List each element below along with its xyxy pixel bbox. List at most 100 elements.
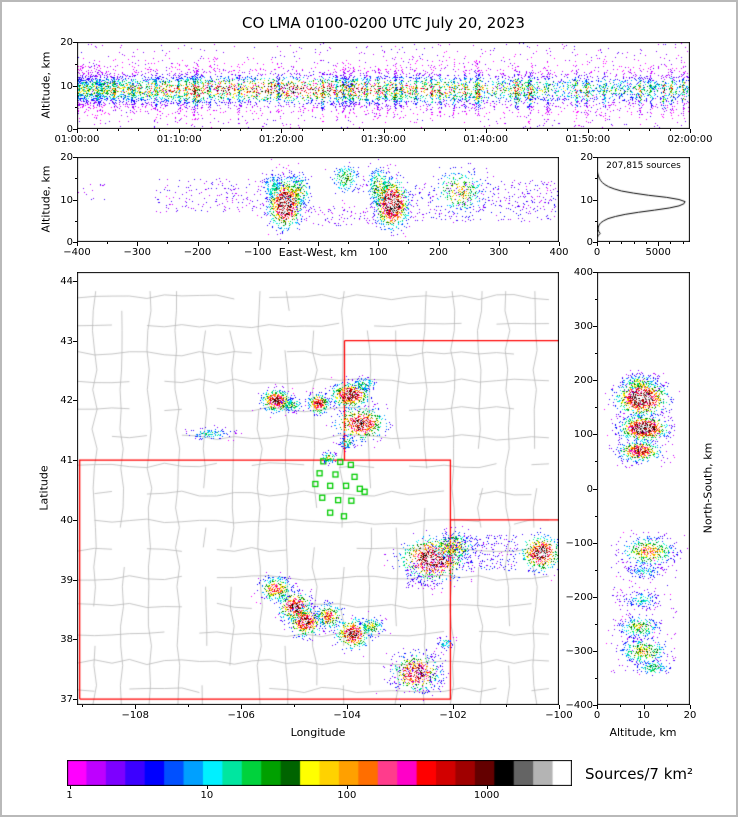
tick-mark bbox=[346, 786, 348, 789]
tick-mark bbox=[498, 242, 500, 246]
tick-mark bbox=[593, 542, 597, 544]
tick-mark bbox=[281, 129, 283, 133]
tick-mark bbox=[75, 107, 77, 109]
tick-mark bbox=[595, 515, 597, 517]
tick-mark bbox=[593, 434, 597, 436]
tick-label: −100 bbox=[545, 710, 573, 721]
north-south-cross-section-panel bbox=[597, 272, 690, 705]
tick-mark bbox=[117, 129, 119, 131]
tick-mark bbox=[73, 639, 77, 641]
tick-label: 02:00:00 bbox=[667, 134, 713, 145]
tick-mark bbox=[595, 299, 597, 301]
tick-mark bbox=[73, 519, 77, 521]
tick-mark bbox=[240, 129, 242, 131]
tick-mark bbox=[424, 129, 426, 131]
tick-label: 300 bbox=[573, 321, 593, 333]
tick-mark bbox=[438, 242, 440, 246]
tick-label: 1000 bbox=[473, 790, 500, 801]
tick-mark bbox=[595, 461, 597, 463]
tick-label: −200 bbox=[565, 591, 593, 603]
tick-mark bbox=[567, 129, 569, 131]
tick-mark bbox=[378, 242, 380, 246]
tick-mark bbox=[546, 129, 548, 131]
tick-label: 20 bbox=[580, 152, 593, 163]
tick-mark bbox=[608, 129, 610, 131]
tick-mark bbox=[597, 242, 598, 246]
tick-mark bbox=[593, 596, 597, 598]
tick-mark bbox=[158, 129, 160, 131]
tick-mark bbox=[73, 199, 77, 201]
tick-mark bbox=[73, 129, 77, 130]
tick-mark bbox=[593, 650, 597, 652]
tick-label: 0 bbox=[66, 237, 73, 248]
tick-mark bbox=[593, 488, 597, 490]
colorbar-label: Sources/7 km² bbox=[585, 765, 694, 783]
tick-label: 39 bbox=[60, 574, 73, 586]
tick-mark bbox=[593, 705, 597, 706]
tick-mark bbox=[593, 242, 597, 243]
tick-label: −106 bbox=[227, 710, 255, 721]
tick-mark bbox=[595, 353, 597, 355]
tick-label: −100 bbox=[244, 247, 272, 258]
tick-mark bbox=[468, 242, 470, 244]
tick-label: 42 bbox=[60, 395, 73, 407]
tick-mark bbox=[595, 178, 597, 180]
tick-mark bbox=[670, 242, 672, 244]
tick-mark bbox=[73, 340, 77, 342]
tick-label: 37 bbox=[60, 694, 73, 706]
tick-mark bbox=[73, 280, 77, 282]
tick-mark bbox=[485, 129, 487, 133]
tick-label: 01:10:00 bbox=[156, 134, 202, 145]
tick-mark bbox=[690, 705, 691, 709]
tick-mark bbox=[241, 705, 243, 709]
tick-mark bbox=[587, 129, 589, 133]
tick-mark bbox=[73, 242, 77, 243]
tick-label: −200 bbox=[183, 247, 212, 258]
tick-mark bbox=[138, 129, 140, 131]
tick-label: 38 bbox=[60, 634, 73, 646]
tick-label: 100 bbox=[573, 429, 593, 441]
tick-label: 200 bbox=[573, 375, 593, 387]
tick-label: 01:20:00 bbox=[258, 134, 304, 145]
tick-mark bbox=[595, 569, 597, 571]
tick-mark bbox=[669, 129, 671, 131]
time-height-panel bbox=[77, 42, 690, 129]
tick-mark bbox=[403, 129, 405, 131]
tick-label: 10 bbox=[200, 790, 214, 801]
tick-label: 1 bbox=[66, 790, 73, 801]
tick-label: 300 bbox=[489, 247, 509, 258]
tick-mark bbox=[595, 407, 597, 409]
tick-mark bbox=[595, 677, 597, 679]
figure-title: CO LMA 0100-0200 UTC July 20, 2023 bbox=[242, 14, 525, 32]
tick-label: 01:30:00 bbox=[361, 134, 406, 145]
tick-mark bbox=[506, 705, 508, 707]
ns-panel-ylabel: North-South, km bbox=[701, 442, 715, 534]
tick-mark bbox=[179, 129, 181, 133]
tick-label: 100 bbox=[368, 247, 388, 258]
tick-label: 0 bbox=[66, 124, 73, 135]
tick-mark bbox=[559, 242, 560, 246]
tick-label: 0 bbox=[586, 237, 593, 248]
tick-mark bbox=[444, 129, 446, 131]
ew-panel-xlabel: East-West, km bbox=[278, 246, 358, 259]
source-count-annotation: 207,815 sources bbox=[606, 161, 681, 171]
tick-mark bbox=[593, 157, 597, 158]
tick-mark bbox=[649, 129, 651, 131]
tick-label: 10 bbox=[60, 80, 73, 92]
tick-label: 400 bbox=[549, 247, 569, 258]
tick-mark bbox=[257, 242, 259, 246]
tick-mark bbox=[294, 705, 296, 707]
tick-mark bbox=[506, 129, 508, 131]
map-xlabel: Longitude bbox=[290, 726, 346, 739]
tick-mark bbox=[75, 178, 77, 180]
tick-mark bbox=[526, 129, 528, 131]
tick-mark bbox=[621, 242, 623, 244]
tick-mark bbox=[197, 242, 199, 246]
tick-label: 01:50:00 bbox=[565, 134, 611, 145]
tick-mark bbox=[135, 705, 137, 709]
tick-label: 20 bbox=[60, 152, 73, 163]
tick-mark bbox=[690, 129, 691, 133]
tick-mark bbox=[322, 129, 324, 131]
tick-label: 0 bbox=[586, 483, 593, 495]
